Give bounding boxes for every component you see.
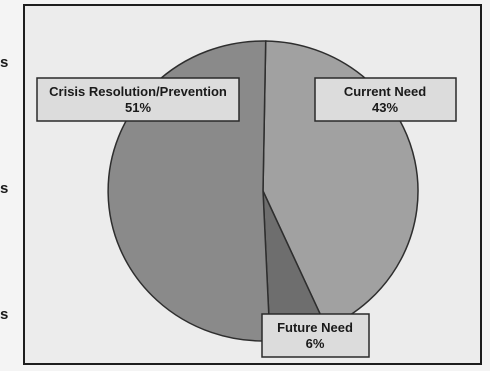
slice-label-text: Crisis Resolution/Prevention <box>49 84 227 99</box>
slice-label-text: Future Need <box>277 320 353 335</box>
clipped-text-fragment: s <box>0 54 9 71</box>
label-box <box>36 77 240 122</box>
slice-label-future-need: Future Need 6% <box>261 313 370 358</box>
slice-label-current-need: Current Need 43% <box>314 77 457 122</box>
slice-label-crisis-resolution: Crisis Resolution/Prevention 51% <box>36 77 240 122</box>
slice-label-text: Current Need <box>344 84 426 99</box>
label-box <box>314 77 457 122</box>
clipped-text-fragment: s <box>0 306 9 323</box>
label-box <box>261 313 370 358</box>
slice-value-text: 51% <box>125 100 151 115</box>
slice-value-text: 6% <box>306 336 325 351</box>
clipped-text-fragment: s <box>0 180 9 197</box>
slice-value-text: 43% <box>372 100 398 115</box>
